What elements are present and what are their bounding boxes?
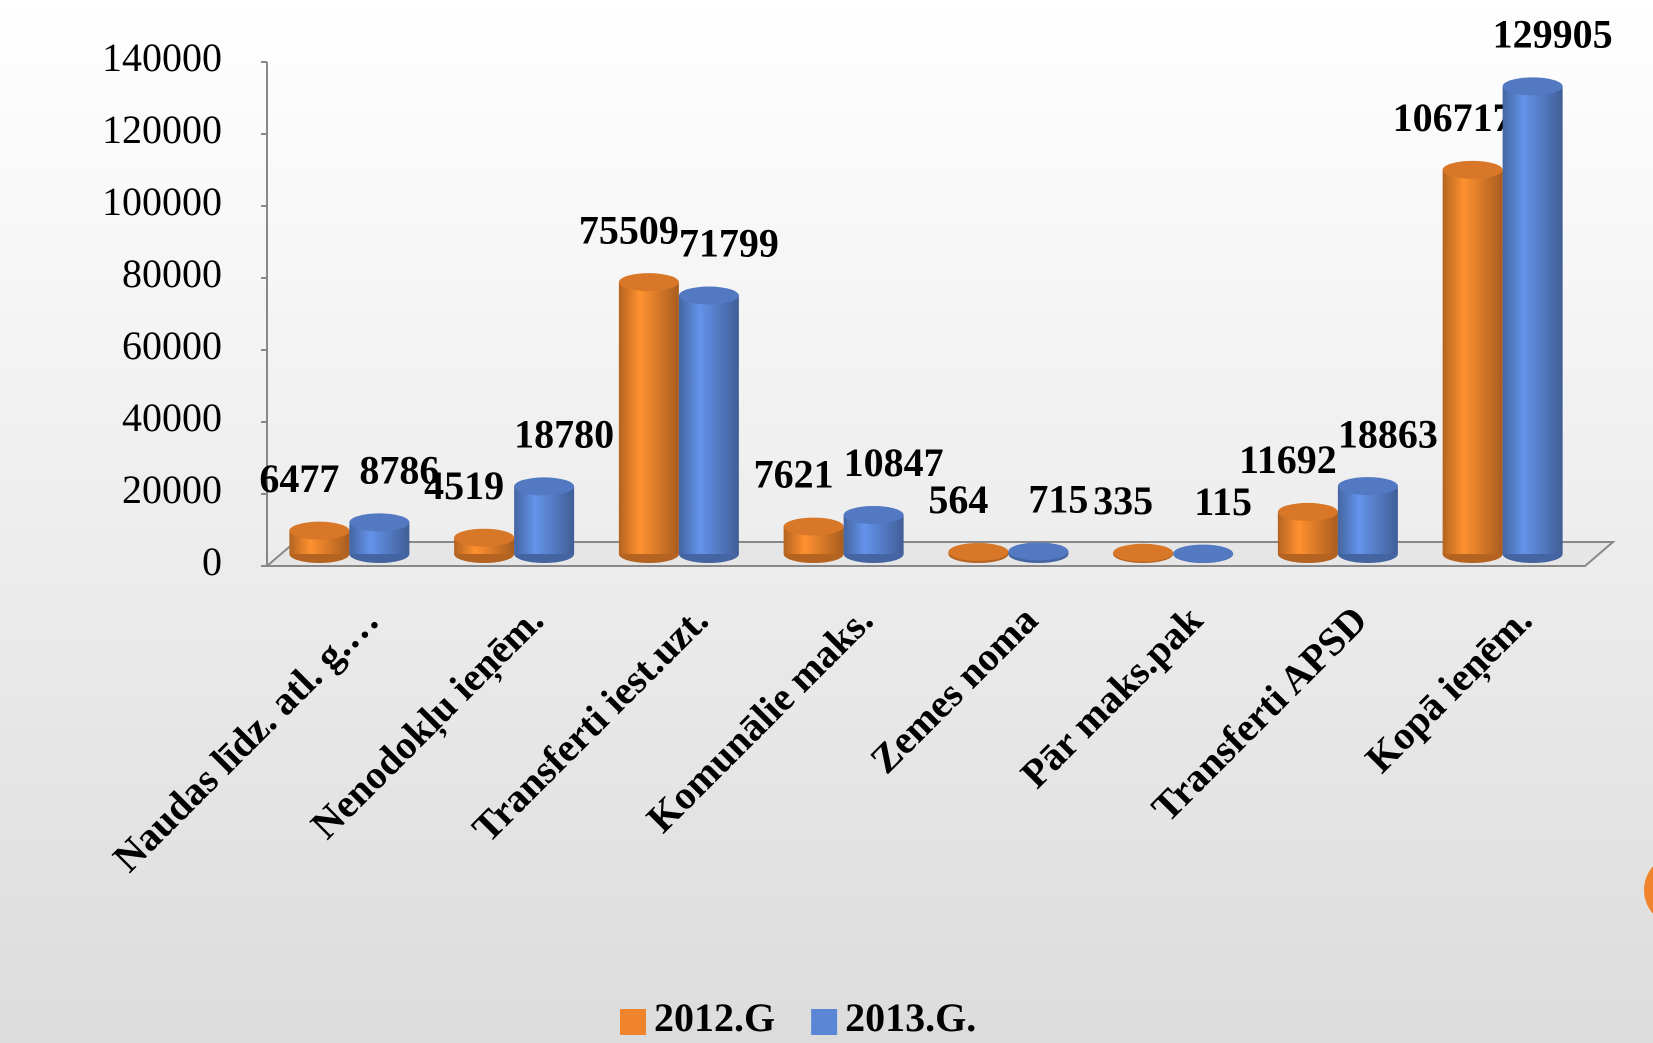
- data-label: 18863: [1338, 411, 1438, 456]
- y-tick-label: 140000: [102, 35, 222, 80]
- data-label: 11692: [1239, 437, 1337, 482]
- data-label: 71799: [679, 221, 779, 266]
- y-tick-label: 0: [202, 539, 222, 584]
- decoration-circle: [1644, 866, 1653, 914]
- bar: [1442, 169, 1503, 555]
- data-label: 75509: [579, 207, 679, 252]
- bar-top: [1277, 502, 1338, 521]
- bar-top: [1113, 543, 1174, 562]
- data-label: 7621: [754, 452, 834, 497]
- data-label: 18780: [514, 412, 614, 457]
- bar: [514, 486, 575, 554]
- bar-top: [1173, 544, 1234, 563]
- bar-top: [349, 513, 410, 532]
- bar-top: [454, 528, 515, 547]
- data-label: 8786: [359, 448, 439, 493]
- bar-top: [618, 273, 679, 292]
- legend-swatch: [620, 1009, 646, 1035]
- y-tick-label: 80000: [122, 251, 222, 296]
- bar: [678, 295, 739, 554]
- bar-top: [678, 286, 739, 305]
- data-label: 335: [1093, 478, 1153, 523]
- bar-top: [289, 521, 350, 540]
- bar-top: [1502, 77, 1563, 96]
- data-label: 106717: [1393, 95, 1513, 140]
- bar: [1337, 486, 1398, 554]
- bar: [618, 282, 679, 554]
- data-label: 715: [1028, 477, 1088, 522]
- bar-top: [783, 517, 844, 536]
- bar-top: [1008, 542, 1069, 561]
- y-tick-label: 100000: [102, 179, 222, 224]
- data-label: 115: [1194, 479, 1252, 524]
- legend-swatch: [811, 1009, 838, 1035]
- y-tick-label: 40000: [122, 395, 222, 440]
- data-label: 564: [928, 477, 988, 522]
- bar-top: [1442, 160, 1503, 179]
- data-label: 4519: [424, 463, 504, 508]
- y-tick-label: 120000: [102, 107, 222, 152]
- legend-label: 2013.G.: [845, 995, 976, 1040]
- bar-top: [948, 542, 1009, 561]
- data-label: 6477: [259, 456, 339, 501]
- data-label: 129905: [1493, 12, 1613, 57]
- legend: 2012.G 2013.G.: [620, 995, 976, 1040]
- bar-top: [1337, 477, 1398, 496]
- legend-label: 2012.G: [654, 995, 775, 1040]
- y-tick-label: 60000: [122, 323, 222, 368]
- bar: [1502, 86, 1563, 554]
- floor: [264, 541, 1616, 567]
- data-label: 10847: [844, 440, 944, 485]
- bar-top: [514, 477, 575, 496]
- bar-top: [843, 505, 904, 524]
- y-tick-label: 20000: [122, 467, 222, 512]
